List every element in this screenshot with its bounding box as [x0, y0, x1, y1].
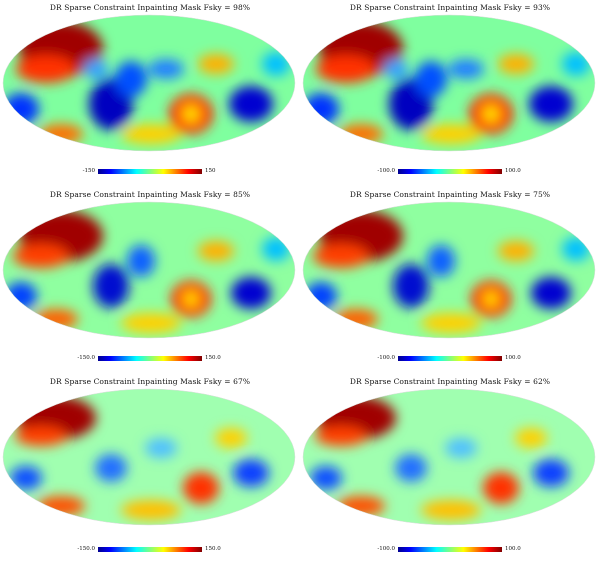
mollweide-map — [2, 14, 296, 152]
colorbar — [398, 356, 502, 361]
mollweide-map — [302, 14, 596, 152]
colorbar-max-label: 100.0 — [505, 355, 521, 361]
mollweide-map — [2, 388, 296, 526]
sky-map-panel-4: DR Sparse Constraint Inpainting Mask Fsk… — [300, 187, 600, 374]
panel-title: DR Sparse Constraint Inpainting Mask Fsk… — [349, 3, 551, 12]
panel-title: DR Sparse Constraint Inpainting Mask Fsk… — [49, 3, 251, 12]
colorbar-max-label: 150.0 — [205, 546, 221, 552]
panel-title: DR Sparse Constraint Inpainting Mask Fsk… — [349, 190, 551, 199]
panel-title: DR Sparse Constraint Inpainting Mask Fsk… — [349, 377, 551, 386]
colorbar-max-label: 100.0 — [505, 168, 521, 174]
colorbar-max-label: 100.0 — [505, 546, 521, 552]
colorbar-max-label: 150 — [205, 168, 216, 174]
colorbar — [398, 169, 502, 174]
colorbar — [98, 547, 202, 552]
sky-map-panel-1: DR Sparse Constraint Inpainting Mask Fsk… — [0, 0, 300, 187]
colorbar-min-label: -150.0 — [77, 355, 95, 361]
colorbar-min-label: -100.0 — [377, 168, 395, 174]
colorbar-max-label: 150.0 — [205, 355, 221, 361]
sky-map-panel-5: DR Sparse Constraint Inpainting Mask Fsk… — [0, 374, 300, 561]
colorbar-min-label: -150.0 — [77, 546, 95, 552]
panel-title: DR Sparse Constraint Inpainting Mask Fsk… — [49, 190, 251, 199]
colorbar-min-label: -100.0 — [377, 546, 395, 552]
panel-title: DR Sparse Constraint Inpainting Mask Fsk… — [49, 377, 251, 386]
mollweide-map — [2, 201, 296, 339]
sky-map-panel-6: DR Sparse Constraint Inpainting Mask Fsk… — [300, 374, 600, 561]
sky-map-panel-3: DR Sparse Constraint Inpainting Mask Fsk… — [0, 187, 300, 374]
colorbar-min-label: -150 — [82, 168, 95, 174]
mollweide-map — [302, 201, 596, 339]
colorbar-min-label: -100.0 — [377, 355, 395, 361]
colorbar — [98, 169, 202, 174]
mollweide-map — [302, 388, 596, 526]
sky-map-panel-2: DR Sparse Constraint Inpainting Mask Fsk… — [300, 0, 600, 187]
colorbar — [398, 547, 502, 552]
colorbar — [98, 356, 202, 361]
